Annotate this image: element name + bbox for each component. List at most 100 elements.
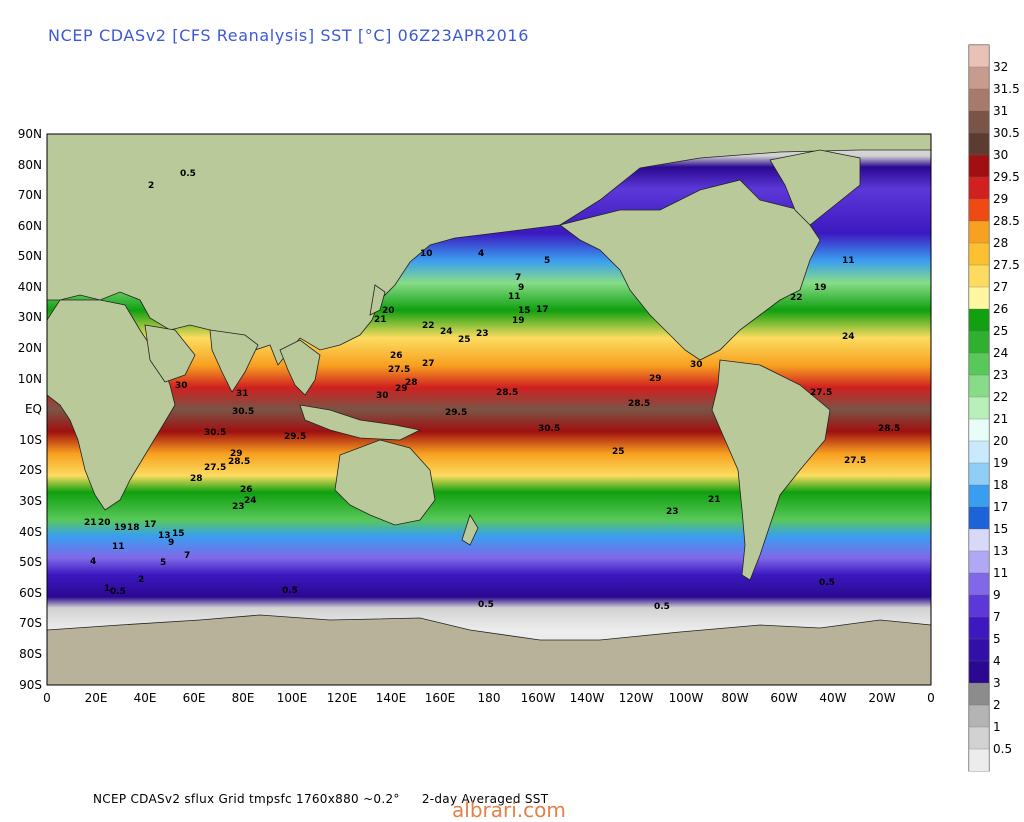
isotherm-label: 25 [612, 447, 625, 457]
lon-label: 40W [819, 691, 846, 705]
lat-label: 80N [18, 158, 42, 172]
colorbar-swatch [968, 66, 990, 90]
colorbar-swatch [968, 286, 990, 310]
isotherm-label: 28.5 [228, 457, 250, 467]
colorbar: 3231.53130.53029.52928.52827.52726252423… [968, 44, 1020, 772]
isotherm-label: 27.5 [388, 365, 410, 375]
isotherm-label: 29 [395, 384, 408, 394]
lat-label: 30S [19, 494, 42, 508]
land-arabia [144, 324, 196, 383]
colorbar-swatch [968, 594, 990, 618]
lon-label: 160E [425, 691, 456, 705]
lon-label: 80E [232, 691, 255, 705]
colorbar-swatch [968, 88, 990, 112]
isotherm-label: 21 [84, 518, 97, 528]
watermark: albrari.com [452, 798, 566, 822]
lon-label: 20W [868, 691, 895, 705]
colorbar-swatch [968, 44, 990, 68]
isotherm-label: 18 [127, 523, 140, 533]
colorbar-label: 29 [993, 192, 1008, 206]
colorbar-label: 9 [993, 588, 1001, 602]
isotherm-label: 28 [190, 474, 203, 484]
colorbar-swatch [968, 198, 990, 222]
isotherm-label: 0.5 [654, 602, 670, 612]
isotherm-label: 31 [236, 389, 249, 399]
isotherm-label: 30 [690, 360, 703, 370]
isotherm-label: 2 [148, 181, 154, 191]
isotherm-label: 27 [422, 359, 435, 369]
isotherm-label: 30 [175, 381, 188, 391]
colorbar-label: 25 [993, 324, 1008, 338]
land-masses [46, 133, 932, 686]
lon-label: 100E [277, 691, 308, 705]
colorbar-label: 11 [993, 566, 1008, 580]
colorbar-label: 27 [993, 280, 1008, 294]
map-frame [46, 133, 932, 686]
land-japan [369, 284, 386, 316]
colorbar-swatch [968, 374, 990, 398]
lon-label: 60W [770, 691, 797, 705]
colorbar-swatch [968, 176, 990, 200]
colorbar-swatch [968, 550, 990, 574]
isotherm-label: 5 [160, 558, 166, 568]
lon-label: 60E [183, 691, 206, 705]
colorbar-label: 30 [993, 148, 1008, 162]
isotherm-label: 25 [458, 335, 471, 345]
colorbar-swatch [968, 638, 990, 662]
colorbar-swatch [968, 110, 990, 134]
colorbar-swatch [968, 440, 990, 464]
isotherm-label: 26 [390, 351, 403, 361]
colorbar-label: 18 [993, 478, 1008, 492]
land-south-america [711, 359, 831, 581]
land-eurasia [46, 133, 932, 366]
colorbar-label: 31 [993, 104, 1008, 118]
land-southeast-asia [279, 339, 321, 396]
lat-label: 50N [18, 249, 42, 263]
isotherm-label: 23 [476, 329, 489, 339]
colorbar-label: 1 [993, 720, 1001, 734]
colorbar-label: 30.5 [993, 126, 1020, 140]
isotherm-label: 17 [536, 305, 549, 315]
isotherm-label: 22 [790, 293, 803, 303]
isotherm-label: 23 [666, 507, 679, 517]
colorbar-swatch [968, 506, 990, 530]
lon-label: 0 [927, 691, 935, 705]
lat-label: 90S [19, 678, 42, 692]
lon-label: 140E [376, 691, 407, 705]
colorbar-label: 21 [993, 412, 1008, 426]
footer-averaging: 2-day Averaged SST [421, 792, 549, 806]
isotherm-label: 11 [508, 292, 521, 302]
isotherm-label: 11 [112, 542, 125, 552]
land-india [209, 329, 259, 393]
isotherm-label: 17 [144, 520, 157, 530]
lat-label: 10N [18, 372, 42, 386]
lon-label: 40E [134, 691, 157, 705]
lat-label: 40S [19, 525, 42, 539]
isotherm-label: 9 [518, 283, 524, 293]
lon-label: 100W [669, 691, 704, 705]
isotherm-label: 22 [422, 321, 435, 331]
colorbar-label: 31.5 [993, 82, 1020, 96]
colorbar-label: 4 [993, 654, 1001, 668]
colorbar-swatch [968, 462, 990, 486]
lon-label: 140W [570, 691, 605, 705]
colorbar-swatch [968, 308, 990, 332]
lon-label: 120W [619, 691, 654, 705]
colorbar-swatch [968, 154, 990, 178]
lat-label: 50S [19, 555, 42, 569]
colorbar-swatch [968, 726, 990, 750]
isotherm-label: 19 [114, 523, 127, 533]
colorbar-label: 0.5 [993, 742, 1012, 756]
colorbar-label: 13 [993, 544, 1008, 558]
isotherm-label: 23 [232, 502, 245, 512]
isotherm-label: 30 [376, 391, 389, 401]
isotherm-label: 28.5 [628, 399, 650, 409]
colorbar-swatch [968, 704, 990, 728]
colorbar-label: 27.5 [993, 258, 1020, 272]
isotherm-label: 13 [158, 531, 171, 541]
isotherm-label: 11 [842, 256, 855, 266]
isotherm-label: 30.5 [232, 407, 254, 417]
lat-label: 80S [19, 647, 42, 661]
colorbar-label: 5 [993, 632, 1001, 646]
